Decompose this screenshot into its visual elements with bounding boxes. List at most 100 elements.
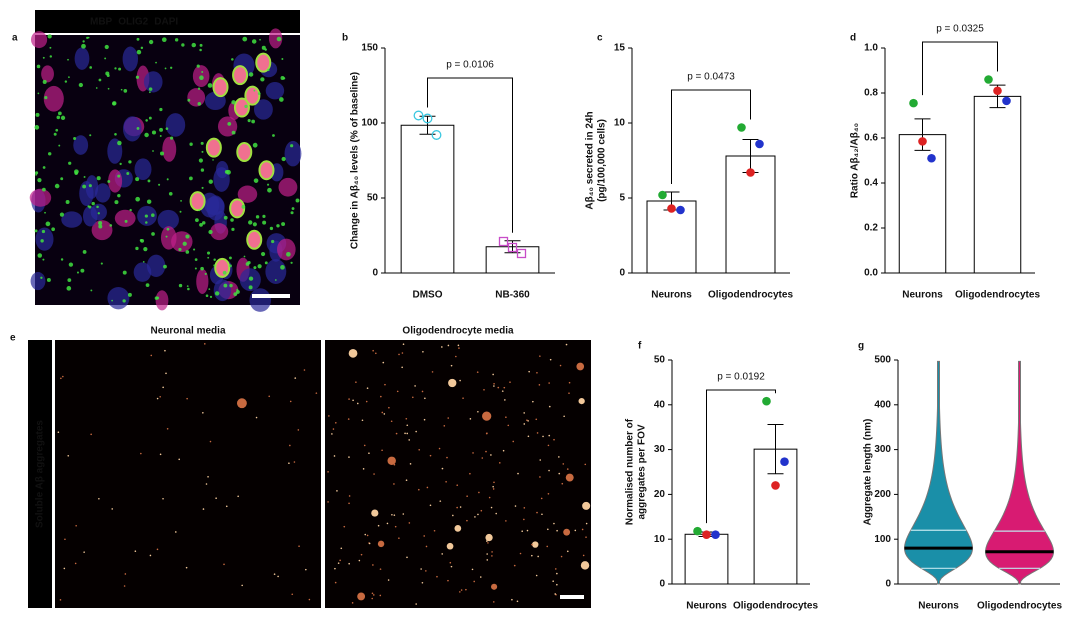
mbp-signal (76, 271, 80, 274)
mbp-signal (164, 67, 167, 70)
mbp-signal (87, 36, 90, 39)
aggregate (565, 343, 568, 346)
y-tick-label: 100 (874, 534, 891, 545)
aggregate (469, 472, 471, 475)
aggregate (343, 525, 346, 528)
aggregate (486, 540, 488, 542)
aggregate (574, 529, 577, 532)
aggregate (215, 497, 217, 500)
y-tick-label: 0 (885, 579, 891, 590)
aggregate (528, 370, 530, 373)
aggregate (536, 511, 538, 514)
aggregate (526, 419, 528, 421)
mbp-signal (97, 212, 100, 215)
micrograph-header (35, 10, 300, 33)
nucleus (30, 272, 46, 291)
aggregate (373, 473, 375, 475)
aggregate (585, 522, 588, 525)
aggregate (298, 545, 300, 548)
nucleus (162, 136, 177, 162)
mbp-signal (185, 234, 190, 239)
mbp-signal (198, 209, 201, 212)
mbp-signal (189, 176, 193, 181)
aggregate (429, 504, 432, 507)
mbp-signal (241, 204, 246, 209)
mbp-signal (267, 68, 270, 72)
aggregate (415, 430, 417, 433)
aggregate (405, 479, 408, 481)
aggregate (156, 397, 159, 400)
aggregate (474, 516, 476, 518)
nucleus (165, 113, 186, 137)
mbp-signal (165, 235, 168, 238)
mbp-signal (109, 224, 113, 227)
y-tick-label: 50 (367, 193, 379, 204)
y-axis-label: Ratio Aβ₄₂/Aβ₄₀ (850, 123, 861, 198)
aggregate (398, 353, 400, 356)
mbp-signal (201, 186, 204, 189)
aggregate (527, 435, 530, 438)
y-axis-label: Aggregate length (nm) (863, 419, 874, 526)
nucleus (61, 211, 83, 228)
aggregate (540, 497, 543, 500)
aggregate (523, 507, 526, 509)
aggregate (493, 481, 495, 484)
mbp-signal (114, 200, 119, 205)
mbp-signal (60, 177, 64, 181)
aggregate (485, 450, 487, 453)
mbp-signal (212, 159, 214, 161)
y-tick-label: 300 (874, 444, 891, 455)
aggregate (507, 424, 510, 427)
aggregate (443, 425, 446, 427)
nucleus (155, 290, 169, 311)
aggregate (291, 593, 294, 596)
nucleus (43, 85, 64, 112)
mbp-signal (88, 184, 92, 188)
oligodendrocyte (255, 52, 272, 73)
data-point (918, 137, 927, 146)
aggregate (297, 429, 300, 431)
mbp-signal (276, 36, 282, 42)
aggregate (63, 567, 66, 570)
mbp-signal (135, 196, 141, 202)
aggregate (186, 397, 188, 400)
nucleus (122, 116, 142, 142)
aggregate (303, 369, 306, 371)
mbp-signal (281, 58, 284, 60)
mbp-signal (197, 87, 201, 90)
oligodendrocyte (258, 160, 275, 181)
mbp-signal (186, 285, 189, 288)
mbp-signal (251, 119, 256, 124)
aggregate (450, 565, 453, 568)
oligodendrocyte (189, 191, 206, 212)
aggregate (479, 576, 482, 578)
image-title: Oligodendrocyte media (402, 326, 514, 337)
aggregate (457, 344, 460, 347)
data-point (780, 457, 789, 466)
mbp-signal (229, 256, 232, 260)
aggregate (441, 467, 444, 470)
mbp-signal (194, 258, 198, 261)
mbp-signal (231, 100, 236, 105)
aggregate (371, 592, 374, 595)
mbp-signal (46, 277, 51, 282)
aggregate (566, 550, 569, 553)
nucleus (237, 185, 258, 203)
aggregate (337, 562, 340, 564)
mbp-signal (142, 260, 145, 263)
mbp-signal (264, 261, 268, 265)
panel-letter: c (597, 33, 603, 44)
aggregate (401, 366, 403, 369)
aggregate (488, 496, 491, 499)
y-tick-label: 0.4 (864, 178, 878, 189)
mbp-signal (136, 126, 140, 130)
aggregate (492, 488, 495, 490)
mbp-signal (248, 285, 253, 290)
x-tick-label: DMSO (413, 290, 443, 301)
aggregate (406, 556, 408, 559)
mbp-signal (67, 58, 69, 61)
aggregate (202, 411, 204, 414)
mbp-signal (280, 76, 285, 80)
aggregate (162, 497, 164, 500)
mbp-signal (58, 111, 62, 116)
